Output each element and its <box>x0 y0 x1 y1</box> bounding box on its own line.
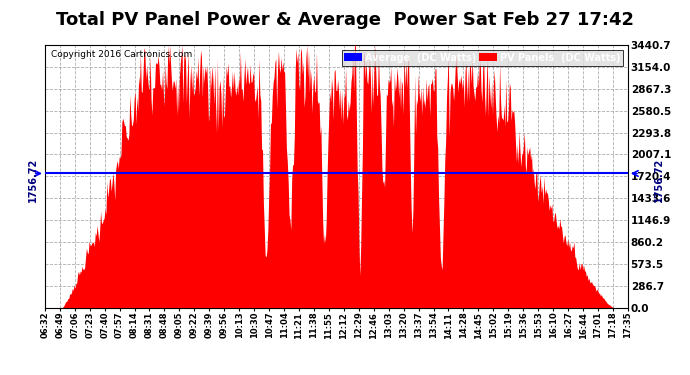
Legend: Average  (DC Watts), PV Panels  (DC Watts): Average (DC Watts), PV Panels (DC Watts) <box>342 50 623 66</box>
Text: 1756.72: 1756.72 <box>654 158 664 202</box>
Text: Total PV Panel Power & Average  Power Sat Feb 27 17:42: Total PV Panel Power & Average Power Sat… <box>56 11 634 29</box>
Text: Copyright 2016 Cartronics.com: Copyright 2016 Cartronics.com <box>50 50 192 59</box>
Text: 1756.72: 1756.72 <box>28 158 38 202</box>
